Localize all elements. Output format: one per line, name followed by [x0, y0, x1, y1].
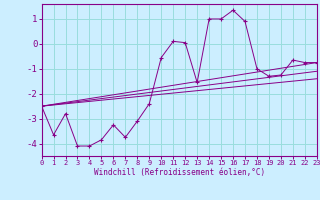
X-axis label: Windchill (Refroidissement éolien,°C): Windchill (Refroidissement éolien,°C): [94, 168, 265, 177]
